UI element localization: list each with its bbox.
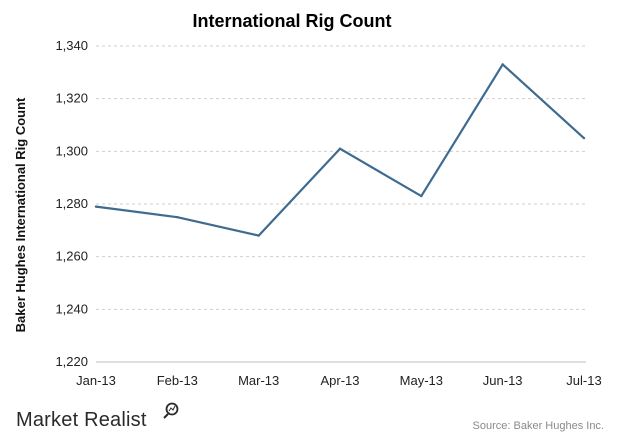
source-note: Source: Baker Hughes Inc. xyxy=(473,420,604,432)
gridlines xyxy=(96,45,586,363)
x-tick-label: May-13 xyxy=(400,373,443,388)
data-point xyxy=(582,136,586,140)
data-point xyxy=(176,215,179,219)
x-tick-label: Jan-13 xyxy=(76,373,116,388)
data-point xyxy=(420,194,423,198)
data-point xyxy=(338,147,342,150)
x-tick-label: Apr-13 xyxy=(320,373,359,388)
magnifier-chart-icon xyxy=(163,402,179,419)
y-axis-label: Baker Hughes International Rig Count xyxy=(13,97,28,332)
data-point xyxy=(501,63,504,66)
brand-text: Market Realist xyxy=(16,409,147,431)
y-tick-label: 1,220 xyxy=(55,354,88,369)
y-tick-label: 1,280 xyxy=(55,196,88,211)
y-tick-label: 1,300 xyxy=(55,143,88,158)
y-tick-label: 1,240 xyxy=(55,301,88,316)
y-tick-label: 1,260 xyxy=(55,249,88,264)
x-tick-label: Jul-13 xyxy=(566,373,601,388)
brand-logo: Market Realist xyxy=(16,402,179,431)
y-tick-label: 1,320 xyxy=(55,91,88,106)
y-tick-label: 1,340 xyxy=(55,38,88,53)
x-tick-label: Feb-13 xyxy=(157,373,198,388)
series-layer xyxy=(94,63,586,237)
data-point xyxy=(257,234,260,237)
x-tick-label: Mar-13 xyxy=(238,373,279,388)
x-axis-ticks: Jan-13 Feb-13 Mar-13 Apr-13 May-13 Jun-13 Jul-… xyxy=(76,373,602,388)
x-tick-label: Jun-13 xyxy=(483,373,523,388)
data-point xyxy=(94,205,98,208)
chart-title: International Rig Count xyxy=(193,11,392,31)
series-line xyxy=(95,63,585,237)
y-axis-ticks: 1,220 1,240 1,260 1,280 1,300 1,320 1,340 xyxy=(55,38,88,369)
